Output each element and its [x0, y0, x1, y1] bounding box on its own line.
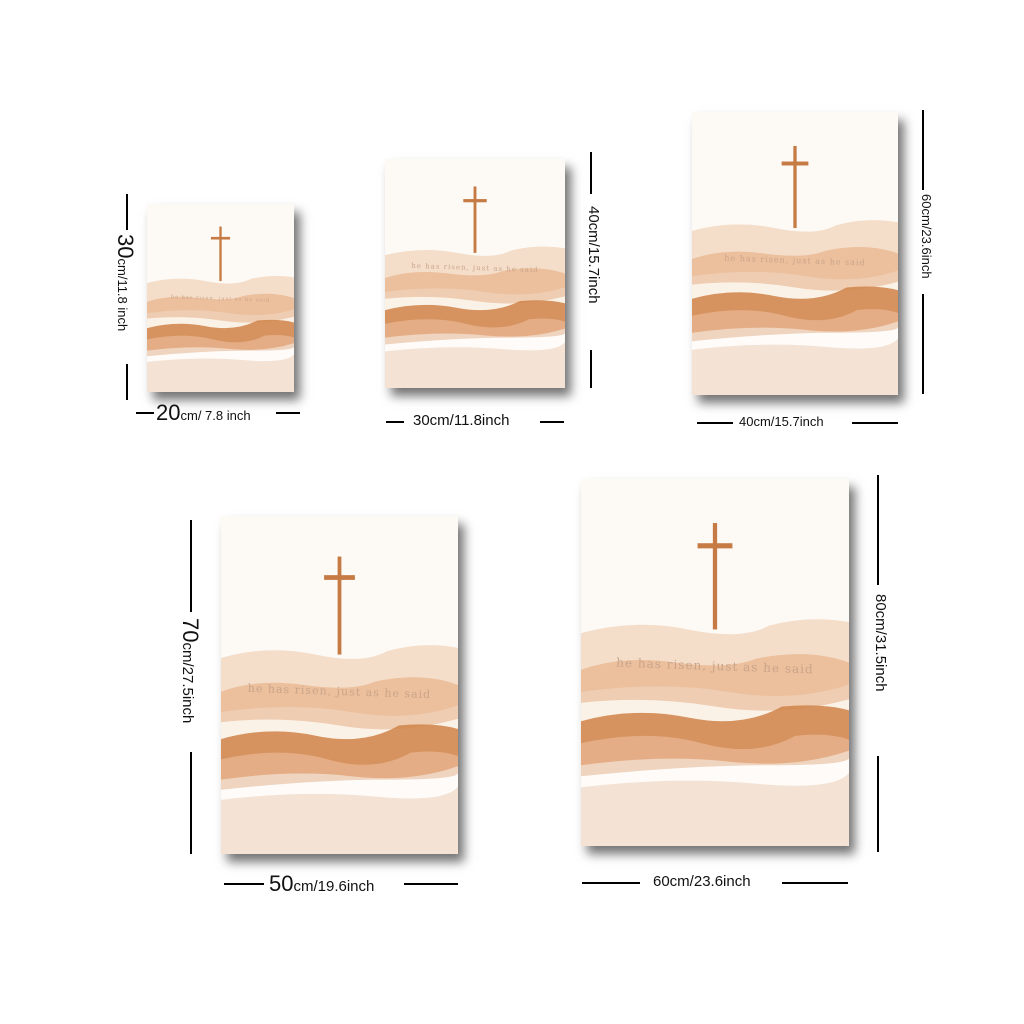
width-dimension-line-left — [224, 883, 264, 885]
width-dimension-line-left — [582, 882, 640, 884]
desert-landscape-art — [692, 112, 898, 395]
poster-20x30: he has risen, just as he said — [147, 204, 294, 392]
height-dimension-label: 30cm/11.8 inch — [113, 234, 138, 332]
width-dimension-line-left — [697, 422, 733, 424]
hill-layer — [147, 354, 294, 392]
height-dimension-line-top — [590, 152, 592, 194]
poster-40x60: he has risen, just as he said — [692, 112, 898, 395]
height-dimension-line-top — [877, 475, 879, 585]
hill-layer — [385, 342, 565, 388]
height-dimension-line-top — [922, 110, 924, 190]
hill-layer — [692, 338, 898, 395]
width-dimension-label: 50cm/19.6inch — [269, 871, 375, 896]
cross-icon — [210, 226, 231, 282]
height-dimension-line-bottom — [126, 364, 128, 400]
width-dimension-line-right — [782, 882, 848, 884]
height-dimension-label: 40cm/15.7inch — [585, 206, 602, 304]
height-dimension-line-bottom — [590, 350, 592, 388]
height-dimension-line-bottom — [190, 752, 192, 854]
cross-icon — [697, 523, 733, 630]
width-dimension-line-right — [852, 422, 898, 424]
width-dimension-label: 20cm/ 7.8 inch — [156, 400, 251, 425]
poster-30x40: he has risen, just as he said — [385, 159, 565, 388]
width-dimension-label: 40cm/15.7inch — [739, 414, 824, 429]
desert-landscape-art — [221, 516, 458, 854]
poster-60x80: he has risen, just as he said — [581, 479, 849, 846]
width-dimension-line-left — [136, 412, 154, 414]
height-dimension-label: 70cm/27.5inch — [178, 618, 203, 724]
hill-layer — [581, 772, 849, 846]
width-dimension-line-right — [404, 883, 458, 885]
poster-50x70: he has risen, just as he said — [221, 516, 458, 854]
cross-icon — [324, 556, 355, 655]
width-dimension-line-right — [276, 412, 300, 414]
desert-landscape-art — [385, 159, 565, 388]
width-dimension-line-left — [386, 421, 404, 423]
width-dimension-label: 30cm/11.8inch — [413, 412, 510, 429]
height-dimension-label: 80cm/31.5inch — [872, 594, 889, 692]
height-dimension-line-bottom — [877, 756, 879, 852]
height-dimension-line-bottom — [922, 294, 924, 394]
cross-icon — [463, 186, 487, 253]
width-dimension-label: 60cm/23.6inch — [653, 873, 751, 890]
hill-layer — [221, 786, 458, 854]
desert-landscape-art — [147, 204, 294, 392]
width-dimension-line-right — [540, 421, 564, 423]
desert-landscape-art — [581, 479, 849, 846]
height-dimension-line-top — [126, 194, 128, 230]
cross-icon — [781, 145, 809, 229]
height-dimension-line-top — [190, 520, 192, 612]
height-dimension-label: 60cm/23.6inch — [919, 194, 934, 279]
